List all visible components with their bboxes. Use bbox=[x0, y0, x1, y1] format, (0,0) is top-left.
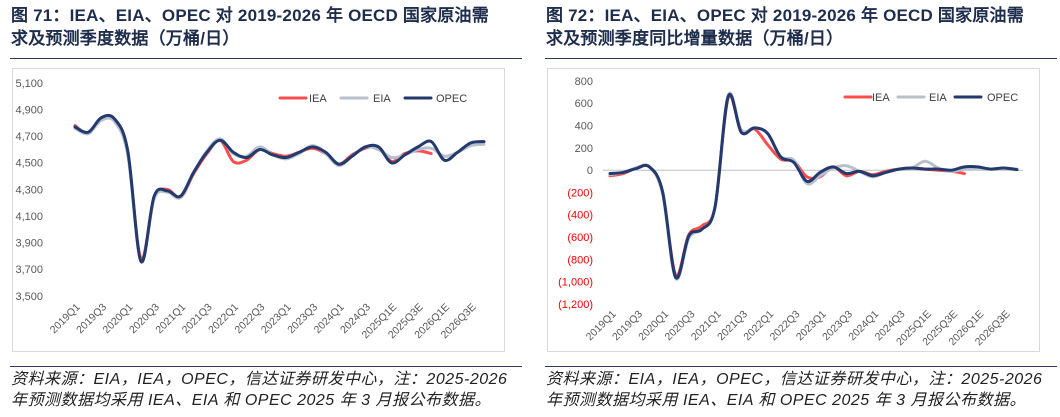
y-tick-label: 0 bbox=[587, 165, 593, 177]
opec-series-line bbox=[73, 113, 486, 264]
y-tick-label: 400 bbox=[575, 120, 593, 132]
figure-title-line: 图 71：IEA、EIA、OPEC 对 2019-2026 年 OECD 国家原… bbox=[11, 6, 489, 25]
y-tick-label: 4,300 bbox=[15, 184, 43, 196]
y-tick-label: 200 bbox=[575, 143, 593, 155]
y-tick-label: 4,700 bbox=[15, 131, 43, 143]
figure-title-line: 图 72：IEA、EIA、OPEC 对 2019-2026 年 OECD 国家原… bbox=[546, 6, 1024, 25]
y-tick-label: (1,200) bbox=[558, 299, 593, 311]
iea-series-line bbox=[608, 93, 966, 278]
source-note-line: 年预测数据均采用 IEA、EIA 和 OPEC 2025 年 3 月报公布数据。 bbox=[546, 392, 1026, 409]
figure-title: 图 71：IEA、EIA、OPEC 对 2019-2026 年 OECD 国家原… bbox=[11, 4, 521, 50]
source-note-line: 资料来源：EIA，IEA，OPEC，信达证券研发中心，注：2025-2026 bbox=[11, 371, 508, 388]
title-divider bbox=[545, 58, 1057, 59]
y-tick-label: (600) bbox=[567, 232, 593, 244]
figure-panel-72: 图 72：IEA、EIA、OPEC 对 2019-2026 年 OECD 国家原… bbox=[535, 0, 1057, 417]
y-tick-label: 5,100 bbox=[15, 78, 43, 90]
y-tick-label: 4,100 bbox=[15, 211, 43, 223]
figure-title-line: 求及预测季度数据（万桶/日） bbox=[11, 29, 240, 48]
source-note-line: 资料来源：EIA，IEA，OPEC，信达证券研发中心，注：2025-2026 bbox=[546, 371, 1043, 388]
y-tick-label: 3,700 bbox=[15, 264, 43, 276]
y-tick-label: 600 bbox=[575, 98, 593, 110]
y-tick-label: (1,000) bbox=[558, 277, 593, 289]
legend-label: EIA bbox=[373, 93, 391, 105]
y-tick-label: (200) bbox=[567, 187, 593, 199]
y-tick-label: (400) bbox=[567, 210, 593, 222]
chart-frame: 800 600 400 200 0 (200) (400) (600) (800) (1,000)… bbox=[547, 68, 1040, 352]
source-note: 资料来源：EIA，IEA，OPEC，信达证券研发中心，注：2025-2026 年… bbox=[11, 369, 521, 411]
chart-frame: 5,100 4,900 4,700 4,500 4,300 4,100 3,900 3,700… bbox=[12, 68, 505, 352]
legend-label: OPEC bbox=[436, 93, 467, 105]
figure-panel-71: 图 71：IEA、EIA、OPEC 对 2019-2026 年 OECD 国家原… bbox=[0, 0, 522, 417]
source-divider bbox=[10, 366, 522, 367]
y-tick-label: 3,500 bbox=[15, 291, 43, 303]
figure-title-line: 求及预测季度同比增量数据（万桶/日） bbox=[546, 29, 844, 48]
legend-label: OPEC bbox=[987, 92, 1018, 104]
opec-series-line bbox=[608, 92, 1019, 280]
figure-title: 图 72：IEA、EIA、OPEC 对 2019-2026 年 OECD 国家原… bbox=[546, 4, 1056, 50]
legend-label: IEA bbox=[309, 93, 327, 105]
title-divider bbox=[10, 58, 522, 59]
source-divider bbox=[545, 366, 1057, 367]
source-note-line: 年预测数据均采用 IEA、EIA 和 OPEC 2025 年 3 月报公布数据。 bbox=[11, 392, 491, 409]
y-tick-label: 800 bbox=[575, 76, 593, 88]
oecd-demand-yoy-line-chart: 800 600 400 200 0 (200) (400) (600) (800) (1,000)… bbox=[558, 76, 1023, 348]
y-tick-label: 4,500 bbox=[15, 158, 43, 170]
legend-label: EIA bbox=[929, 92, 947, 104]
iea-series-line bbox=[73, 115, 433, 261]
oecd-demand-line-chart: 5,100 4,900 4,700 4,500 4,300 4,100 3,900 3,700… bbox=[15, 78, 486, 341]
source-note: 资料来源：EIA，IEA，OPEC，信达证券研发中心，注：2025-2026 年… bbox=[546, 369, 1056, 411]
y-tick-label: 3,900 bbox=[15, 238, 43, 250]
y-tick-label: (800) bbox=[567, 254, 593, 266]
legend-label: IEA bbox=[872, 92, 890, 104]
y-tick-label: 4,900 bbox=[15, 104, 43, 116]
